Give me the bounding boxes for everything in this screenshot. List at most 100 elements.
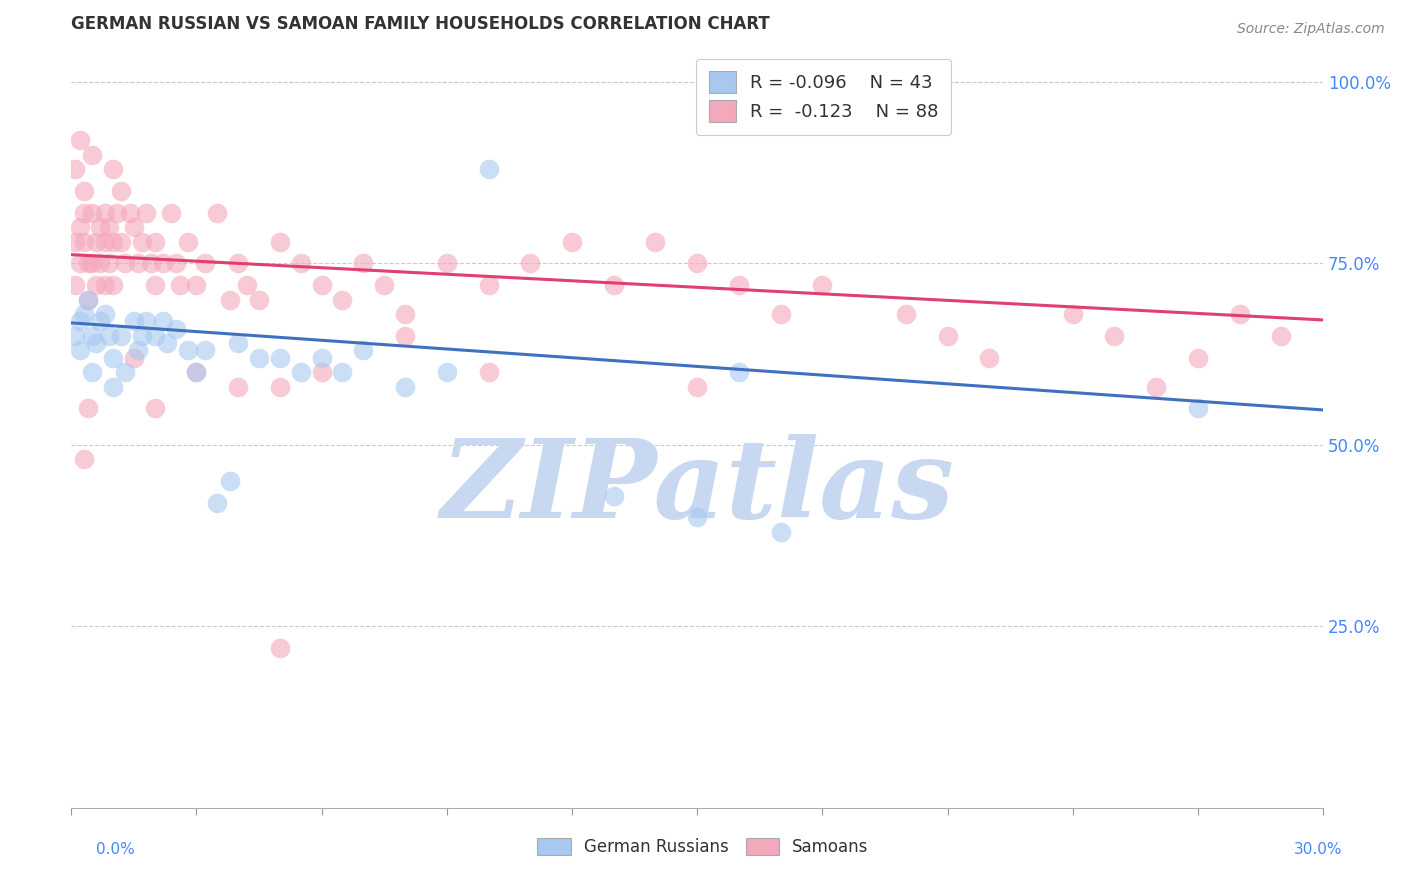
Point xyxy=(644,235,666,249)
Point xyxy=(73,235,96,249)
Point xyxy=(235,278,257,293)
Point xyxy=(101,351,124,365)
Point xyxy=(69,220,91,235)
Point xyxy=(477,278,499,293)
Point xyxy=(77,401,100,416)
Point xyxy=(82,147,104,161)
Point xyxy=(603,278,626,293)
Point xyxy=(247,293,270,307)
Point xyxy=(519,256,541,270)
Point xyxy=(82,365,104,379)
Point xyxy=(352,343,374,358)
Point xyxy=(65,278,87,293)
Point xyxy=(105,205,128,219)
Point xyxy=(143,329,166,343)
Point xyxy=(603,489,626,503)
Point xyxy=(436,365,458,379)
Point xyxy=(89,314,111,328)
Point xyxy=(311,278,333,293)
Point xyxy=(477,365,499,379)
Point xyxy=(1104,329,1126,343)
Point xyxy=(122,314,145,328)
Point xyxy=(131,235,153,249)
Point xyxy=(143,278,166,293)
Point xyxy=(127,256,149,270)
Point xyxy=(207,496,229,510)
Point xyxy=(93,278,115,293)
Point xyxy=(290,256,312,270)
Point xyxy=(131,329,153,343)
Point xyxy=(110,329,132,343)
Point xyxy=(477,161,499,176)
Point xyxy=(394,380,416,394)
Point xyxy=(82,329,104,343)
Point xyxy=(194,343,217,358)
Point xyxy=(93,307,115,321)
Point xyxy=(269,235,291,249)
Point xyxy=(77,256,100,270)
Point xyxy=(101,278,124,293)
Point xyxy=(97,220,120,235)
Point xyxy=(65,235,87,249)
Point xyxy=(218,293,240,307)
Point xyxy=(160,205,183,219)
Point xyxy=(143,235,166,249)
Point xyxy=(728,365,751,379)
Point xyxy=(218,474,240,488)
Point xyxy=(89,256,111,270)
Point xyxy=(69,133,91,147)
Point xyxy=(73,307,96,321)
Text: 30.0%: 30.0% xyxy=(1295,842,1343,856)
Point xyxy=(769,524,792,539)
Point xyxy=(332,293,354,307)
Point xyxy=(1229,307,1251,321)
Point xyxy=(165,321,187,335)
Point xyxy=(894,307,917,321)
Point xyxy=(135,314,157,328)
Point xyxy=(122,351,145,365)
Point xyxy=(77,293,100,307)
Point xyxy=(101,235,124,249)
Point xyxy=(394,329,416,343)
Point xyxy=(73,205,96,219)
Point xyxy=(122,220,145,235)
Point xyxy=(290,365,312,379)
Point xyxy=(114,256,136,270)
Point xyxy=(311,365,333,379)
Point xyxy=(686,510,709,524)
Text: Source: ZipAtlas.com: Source: ZipAtlas.com xyxy=(1237,22,1385,37)
Point xyxy=(77,293,100,307)
Text: GERMAN RUSSIAN VS SAMOAN FAMILY HOUSEHOLDS CORRELATION CHART: GERMAN RUSSIAN VS SAMOAN FAMILY HOUSEHOL… xyxy=(72,15,770,33)
Point xyxy=(561,235,583,249)
Point xyxy=(177,343,200,358)
Point xyxy=(311,351,333,365)
Point xyxy=(152,314,174,328)
Point xyxy=(979,351,1001,365)
Text: ZIPatlas: ZIPatlas xyxy=(440,434,955,541)
Point xyxy=(69,314,91,328)
Point xyxy=(114,365,136,379)
Legend: R = -0.096    N = 43, R =  -0.123    N = 88: R = -0.096 N = 43, R = -0.123 N = 88 xyxy=(696,59,950,135)
Point xyxy=(1062,307,1084,321)
Point xyxy=(373,278,395,293)
Point xyxy=(1144,380,1167,394)
Point xyxy=(728,278,751,293)
Point xyxy=(118,205,141,219)
Point xyxy=(436,256,458,270)
Point xyxy=(269,640,291,655)
Point xyxy=(135,205,157,219)
Point xyxy=(1270,329,1292,343)
Point xyxy=(269,351,291,365)
Point xyxy=(186,365,208,379)
Point xyxy=(169,278,191,293)
Point xyxy=(686,256,709,270)
Point xyxy=(73,452,96,467)
Point xyxy=(65,329,87,343)
Point xyxy=(69,256,91,270)
Point xyxy=(101,161,124,176)
Point xyxy=(226,336,249,351)
Point xyxy=(139,256,162,270)
Point xyxy=(394,307,416,321)
Point xyxy=(97,329,120,343)
Point xyxy=(84,336,107,351)
